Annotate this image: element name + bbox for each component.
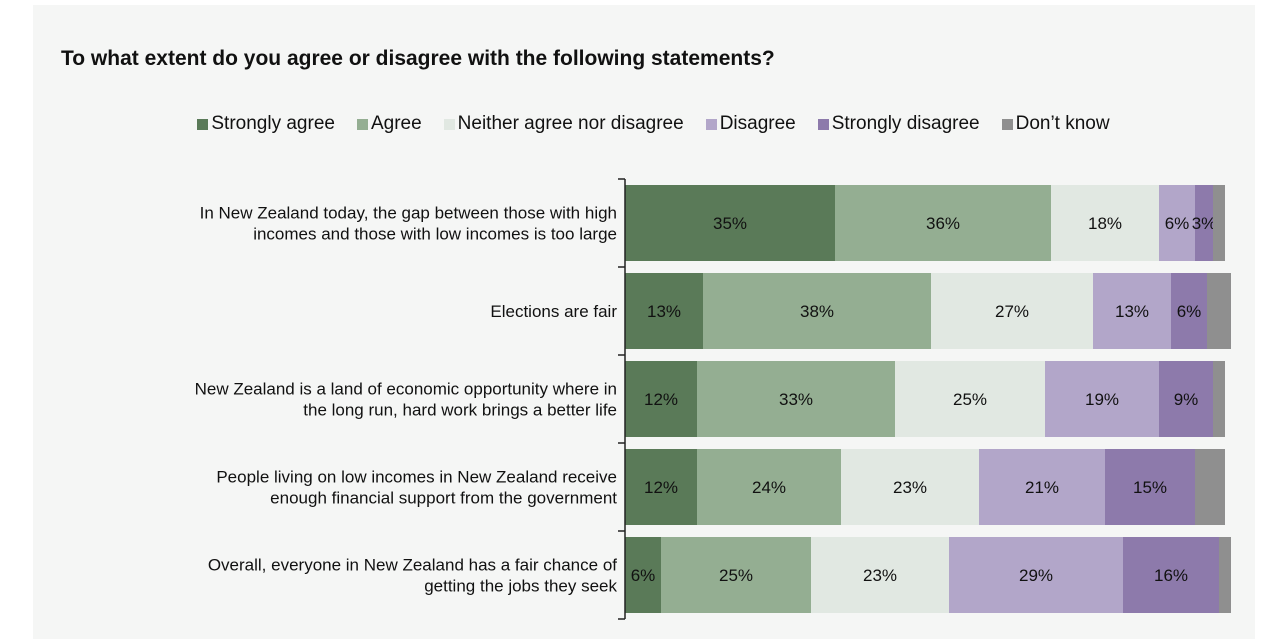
bar-segment bbox=[703, 273, 931, 349]
bar-segment bbox=[1213, 361, 1225, 437]
data-label: 15% bbox=[1133, 478, 1167, 497]
bar-segment bbox=[841, 449, 979, 525]
bar-segment bbox=[1105, 449, 1195, 525]
bar-segment bbox=[1171, 273, 1207, 349]
legend-item-neither: Neither agree nor disagree bbox=[443, 113, 684, 135]
bar-segment bbox=[1159, 185, 1195, 261]
bar-segment bbox=[1195, 449, 1225, 525]
category-label: In New Zealand today, the gap between th… bbox=[200, 204, 617, 223]
data-label: 23% bbox=[893, 478, 927, 497]
legend-item-strongly-disagree: Strongly disagree bbox=[817, 113, 980, 135]
data-label: 33% bbox=[779, 390, 813, 409]
bar-segment bbox=[1213, 185, 1225, 261]
data-label: 16% bbox=[1154, 566, 1188, 585]
bar-segment bbox=[1123, 537, 1219, 613]
category-label: incomes and those with low incomes is to… bbox=[253, 225, 617, 244]
bar-segment bbox=[1045, 361, 1159, 437]
data-label: 12% bbox=[644, 390, 678, 409]
bar-segment bbox=[949, 537, 1123, 613]
data-label: 21% bbox=[1025, 478, 1059, 497]
bar-segment bbox=[1219, 537, 1231, 613]
data-label: 18% bbox=[1088, 214, 1122, 233]
bar-segment bbox=[931, 273, 1093, 349]
bar-segment bbox=[1207, 273, 1231, 349]
data-label: 19% bbox=[1085, 390, 1119, 409]
category-label: New Zealand is a land of economic opport… bbox=[195, 380, 617, 399]
legend-label: Strongly disagree bbox=[831, 113, 980, 134]
category-label: Elections are fair bbox=[490, 302, 617, 321]
bar-segment bbox=[811, 537, 949, 613]
legend-item-agree: Agree bbox=[356, 113, 422, 135]
bar-segment bbox=[661, 537, 811, 613]
legend-item-dont-know: Don’t know bbox=[1001, 113, 1110, 135]
legend-label: Don’t know bbox=[1015, 113, 1110, 134]
bar-segment bbox=[979, 449, 1105, 525]
category-label: enough financial support from the govern… bbox=[270, 489, 617, 508]
legend-label: Strongly agree bbox=[211, 113, 335, 134]
legend-swatch bbox=[705, 118, 717, 130]
data-label: 36% bbox=[926, 214, 960, 233]
bar-segment bbox=[1195, 185, 1213, 261]
chart-legend: Strongly agree Agree Neither agree nor d… bbox=[0, 113, 1287, 135]
bar-segment bbox=[697, 449, 841, 525]
legend-swatch bbox=[817, 118, 829, 130]
bar-segment bbox=[1093, 273, 1171, 349]
legend-swatch bbox=[1001, 118, 1013, 130]
bar-segment bbox=[1159, 361, 1213, 437]
data-label: 9% bbox=[1174, 390, 1199, 409]
category-label: the long run, hard work brings a better … bbox=[303, 401, 617, 420]
data-label: 38% bbox=[800, 302, 834, 321]
legend-label: Neither agree nor disagree bbox=[457, 113, 684, 134]
legend-label: Disagree bbox=[719, 113, 796, 134]
legend-swatch bbox=[356, 118, 368, 130]
data-label: 24% bbox=[752, 478, 786, 497]
category-label: getting the jobs they seek bbox=[424, 577, 617, 596]
data-label: 6% bbox=[631, 566, 656, 585]
data-label: 23% bbox=[863, 566, 897, 585]
data-label: 13% bbox=[647, 302, 681, 321]
bar-segment bbox=[625, 273, 703, 349]
bar-segment bbox=[625, 185, 835, 261]
category-label: People living on low incomes in New Zeal… bbox=[216, 468, 617, 487]
bar-segment bbox=[625, 449, 697, 525]
data-label: 29% bbox=[1019, 566, 1053, 585]
chart-title: To what extent do you agree or disagree … bbox=[61, 47, 775, 70]
bar-segment bbox=[835, 185, 1051, 261]
category-label: Overall, everyone in New Zealand has a f… bbox=[208, 556, 617, 575]
bar-segment bbox=[697, 361, 895, 437]
bar-segment bbox=[1051, 185, 1159, 261]
legend-item-disagree: Disagree bbox=[705, 113, 796, 135]
data-label: 12% bbox=[644, 478, 678, 497]
data-label: 25% bbox=[719, 566, 753, 585]
data-label: 6% bbox=[1177, 302, 1202, 321]
bar-segment bbox=[625, 361, 697, 437]
legend-label: Agree bbox=[370, 113, 422, 134]
data-label: 6% bbox=[1165, 214, 1190, 233]
data-label: 13% bbox=[1115, 302, 1149, 321]
data-label: 27% bbox=[995, 302, 1029, 321]
legend-item-strongly-agree: Strongly agree bbox=[197, 113, 335, 135]
data-label: 25% bbox=[953, 390, 987, 409]
data-label: 35% bbox=[713, 214, 747, 233]
bar-segment bbox=[625, 537, 661, 613]
bar-segment bbox=[895, 361, 1045, 437]
data-label: 3% bbox=[1192, 214, 1217, 233]
legend-swatch bbox=[197, 118, 209, 130]
legend-swatch bbox=[443, 118, 455, 130]
